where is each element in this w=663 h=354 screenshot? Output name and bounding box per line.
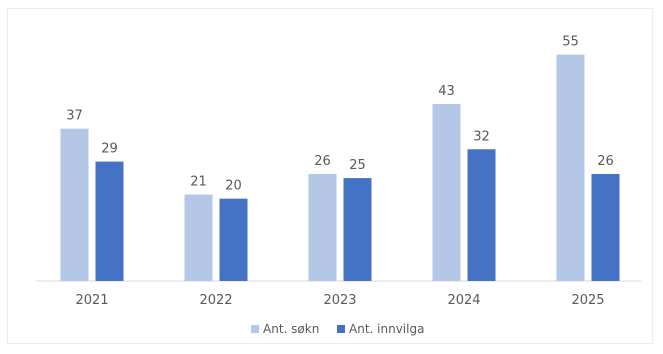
bar-soknader-2021: [60, 128, 89, 281]
x-tick-label-2023: 2023: [323, 293, 356, 308]
bar-innvilga-2025: [591, 173, 620, 281]
data-labels-group: 37 29 21 20 26 25 43 32 55 26: [66, 35, 614, 194]
x-tick-label-2024: 2024: [447, 293, 480, 308]
data-label-soknader-2023: 26: [314, 154, 331, 169]
bar-innvilga-2023: [343, 178, 372, 281]
legend-label-soknader: Ant. søkn: [263, 322, 319, 336]
legend: Ant. søkn Ant. innvilga: [251, 322, 424, 336]
data-label-soknader-2024: 43: [438, 84, 455, 99]
bar-soknader-2022: [184, 194, 213, 281]
data-label-innvilga-2023: 25: [349, 158, 366, 173]
x-tick-label-2022: 2022: [199, 293, 232, 308]
x-tick-label-2021: 2021: [75, 293, 108, 308]
x-tick-labels-group: 2021 2022 2023 2024 2025: [75, 293, 604, 308]
bar-soknader-2024: [432, 103, 461, 281]
data-label-innvilga-2021: 29: [101, 142, 118, 157]
x-tick-label-2025: 2025: [571, 293, 604, 308]
bar-innvilga-2024: [467, 149, 496, 281]
bar-innvilga-2022: [219, 198, 248, 281]
legend-label-innvilga: Ant. innvilga: [349, 322, 424, 336]
bars-group: [60, 54, 620, 282]
data-label-soknader-2022: 21: [190, 175, 207, 190]
bar-soknader-2023: [308, 173, 337, 281]
data-label-innvilga-2024: 32: [473, 129, 490, 144]
bar-innvilga-2021: [95, 161, 124, 281]
legend-swatch-innvilga: [337, 325, 345, 333]
legend-swatch-soknader: [251, 325, 259, 333]
bar-soknader-2025: [556, 54, 585, 282]
data-label-soknader-2025: 55: [562, 35, 579, 50]
data-label-soknader-2021: 37: [66, 109, 83, 124]
data-label-innvilga-2022: 20: [225, 179, 242, 194]
data-label-innvilga-2025: 26: [597, 154, 614, 169]
